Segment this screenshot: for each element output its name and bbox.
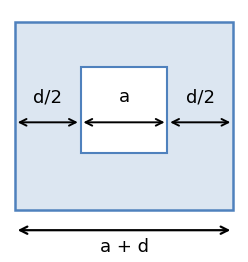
Bar: [15, 22, 233, 210]
Bar: [81, 67, 167, 153]
Text: d/2: d/2: [33, 88, 62, 106]
Text: d/2: d/2: [186, 88, 215, 106]
Text: a + d: a + d: [99, 238, 149, 256]
Text: a: a: [119, 88, 129, 106]
